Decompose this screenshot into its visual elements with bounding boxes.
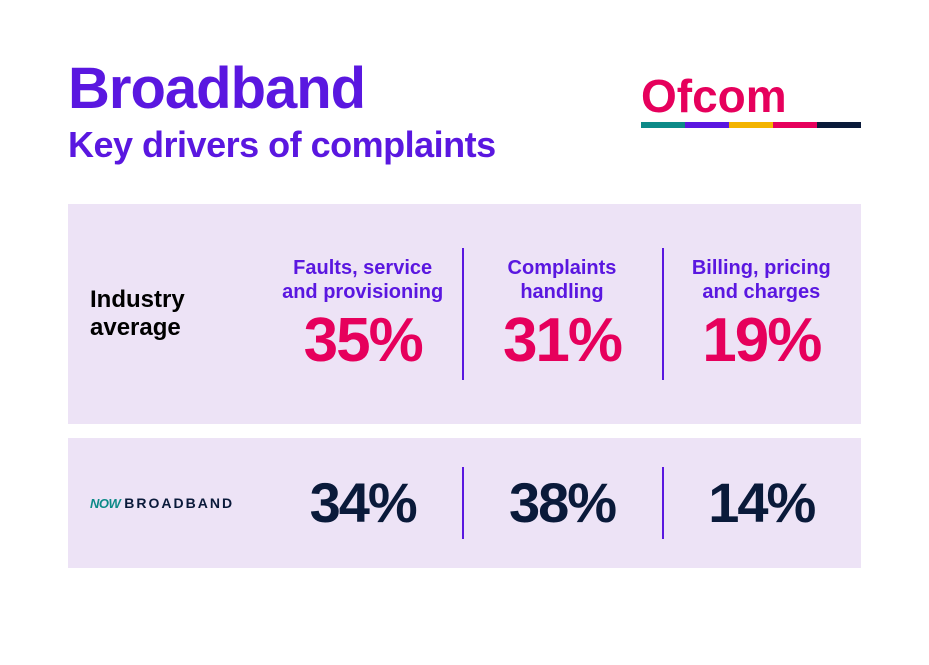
panel-industry-average: Industry average Faults, service and pro…	[68, 204, 861, 424]
category-label: Complaints handling	[477, 256, 647, 304]
logo-bar-seg	[773, 122, 817, 128]
title-block: Broadband Key drivers of complaints	[68, 60, 496, 166]
now-broadband-logo: NOW BROADBAND	[68, 495, 263, 511]
infographic-page: Broadband Key drivers of complaints Ofco…	[0, 0, 929, 608]
col-billing: Billing, pricing and charges 19%	[662, 204, 861, 424]
col-billing: 14%	[662, 438, 861, 568]
col-complaints: 38%	[462, 438, 661, 568]
now-mark: NOW	[90, 496, 120, 511]
logo-bar-seg	[729, 122, 773, 128]
pct-value: 34%	[310, 475, 416, 531]
main-title: Broadband	[68, 60, 496, 118]
logo-bar-seg	[641, 122, 685, 128]
category-label: Billing, pricing and charges	[676, 256, 846, 304]
panel-now-broadband: NOW BROADBAND 34% 38% 14%	[68, 438, 861, 568]
col-faults: 34%	[263, 438, 462, 568]
now-broadband-text: BROADBAND	[124, 495, 234, 511]
col-complaints: Complaints handling 31%	[462, 204, 661, 424]
pct-value: 31%	[503, 310, 621, 372]
row-label-industry: Industry average	[68, 286, 263, 341]
row-label-text: Industry average	[90, 286, 185, 341]
ofcom-logo-text: Ofcom	[641, 72, 787, 122]
category-label: Faults, service and provisioning	[278, 256, 448, 304]
pct-value: 35%	[304, 310, 422, 372]
col-faults: Faults, service and provisioning 35%	[263, 204, 462, 424]
sub-title: Key drivers of complaints	[68, 124, 496, 166]
pct-value: 38%	[509, 475, 615, 531]
ofcom-logo: Ofcom	[641, 60, 861, 147]
pct-value: 14%	[708, 475, 814, 531]
ofcom-logo-svg: Ofcom	[641, 72, 861, 142]
header: Broadband Key drivers of complaints Ofco…	[68, 60, 861, 166]
logo-bar-seg	[817, 122, 861, 128]
pct-value: 19%	[702, 310, 820, 372]
logo-bar-seg	[685, 122, 729, 128]
